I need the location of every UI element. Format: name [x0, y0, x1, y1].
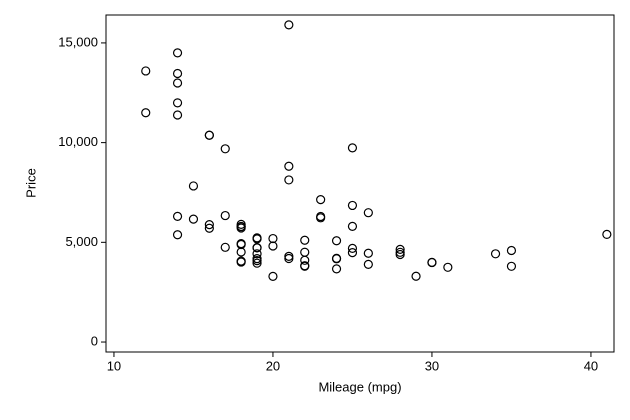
point [331, 264, 342, 274]
x-tick-label: 10 [107, 358, 121, 373]
point [141, 108, 151, 118]
point [236, 223, 246, 233]
point [172, 68, 183, 79]
point [363, 248, 373, 258]
point [490, 249, 501, 259]
point [172, 78, 183, 88]
point [268, 241, 278, 251]
point [284, 175, 294, 185]
point [506, 245, 517, 256]
point [236, 247, 246, 257]
point [252, 254, 262, 264]
point [220, 210, 230, 221]
point [395, 247, 405, 257]
point [172, 110, 183, 120]
point [252, 243, 262, 253]
point [316, 213, 326, 223]
point [236, 219, 246, 229]
point [347, 221, 358, 231]
point [411, 271, 421, 281]
point [236, 256, 246, 266]
point [252, 233, 262, 243]
point [363, 208, 373, 218]
point [204, 220, 214, 230]
point [252, 249, 262, 259]
point [363, 259, 373, 269]
point [141, 66, 151, 76]
x-tick-label: 40 [584, 358, 598, 373]
point [331, 236, 342, 246]
point [172, 98, 183, 108]
point [236, 239, 246, 249]
point [204, 223, 214, 233]
point [347, 200, 358, 211]
point [268, 271, 278, 282]
point [188, 214, 199, 224]
point [300, 235, 310, 245]
x-axis-label: Mileage (mpg) [318, 379, 401, 394]
point [347, 143, 358, 153]
point [268, 233, 278, 244]
point [252, 258, 262, 268]
point [172, 230, 183, 240]
point [443, 262, 453, 272]
point [347, 248, 358, 258]
y-tick-label: 5,000 [65, 234, 98, 249]
point [172, 211, 183, 221]
point [300, 247, 310, 257]
point [284, 161, 294, 171]
point [602, 229, 612, 240]
point [284, 251, 294, 261]
y-tick-label: 15,000 [58, 34, 98, 49]
y-axis-label: Price [23, 168, 38, 198]
point [427, 257, 437, 267]
plot-frame [105, 14, 615, 353]
point [506, 261, 517, 271]
y-tick-label: 0 [91, 333, 98, 348]
x-tick-label: 20 [266, 358, 280, 373]
point [204, 130, 214, 140]
point [220, 242, 230, 252]
point [316, 195, 326, 205]
y-tick-label: 10,000 [58, 134, 98, 149]
point [188, 181, 199, 191]
point [300, 261, 310, 271]
point [284, 20, 294, 30]
point [331, 254, 342, 264]
point [347, 243, 358, 253]
point [172, 48, 183, 58]
point [220, 144, 230, 154]
x-tick-label: 30 [425, 358, 439, 373]
point [395, 244, 405, 254]
